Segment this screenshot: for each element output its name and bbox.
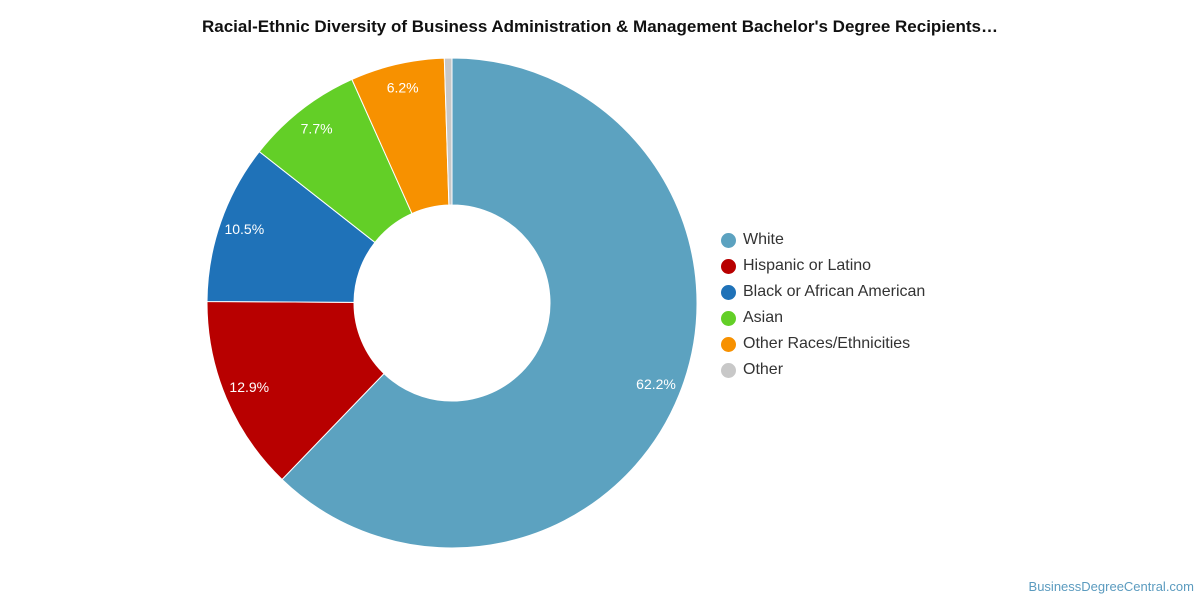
legend-swatch-icon: [721, 284, 736, 300]
legend-item-hispanic-or-latino[interactable]: Hispanic or Latino: [721, 253, 925, 279]
legend-swatch-icon: [721, 336, 736, 352]
legend-item-other[interactable]: Other: [721, 357, 925, 383]
legend-item-black-or-african-american[interactable]: Black or African American: [721, 279, 925, 305]
chart-legend: White Hispanic or Latino Black or African …: [721, 227, 925, 383]
legend-item-asian[interactable]: Asian: [721, 305, 925, 331]
slice-label-asian: 7.7%: [301, 120, 333, 136]
legend-item-other-races-ethnicities[interactable]: Other Races/Ethnicities: [721, 331, 925, 357]
legend-label: Other: [743, 361, 784, 378]
legend-swatch-icon: [721, 362, 736, 378]
slice-label-other-races-ethnicities: 6.2%: [387, 79, 419, 95]
slice-other[interactable]: [443, 57, 453, 206]
legend-swatch-icon: [721, 258, 736, 274]
slice-hispanic-or-latino[interactable]: [206, 300, 385, 481]
legend-swatch-icon: [721, 310, 736, 326]
legend-label: Asian: [743, 309, 784, 326]
slice-black-or-african-american[interactable]: [206, 150, 376, 303]
slice-label-white: 62.2%: [636, 376, 676, 392]
slice-label-black-or-african-american: 10.5%: [224, 221, 264, 237]
chart-title: Racial-Ethnic Diversity of Business Admi…: [201, 17, 998, 36]
source-credit[interactable]: BusinessDegreeCentral.com: [1028, 579, 1194, 594]
legend-item-white[interactable]: White: [721, 227, 925, 253]
slice-label-hispanic-or-latino: 12.9%: [229, 379, 269, 395]
legend-label: Hispanic or Latino: [743, 257, 872, 274]
legend-label: White: [743, 231, 784, 248]
legend-label: Black or African American: [743, 283, 926, 300]
slice-white[interactable]: [281, 57, 698, 549]
legend-swatch-icon: [721, 232, 736, 248]
legend-label: Other Races/Ethnicities: [743, 335, 911, 352]
